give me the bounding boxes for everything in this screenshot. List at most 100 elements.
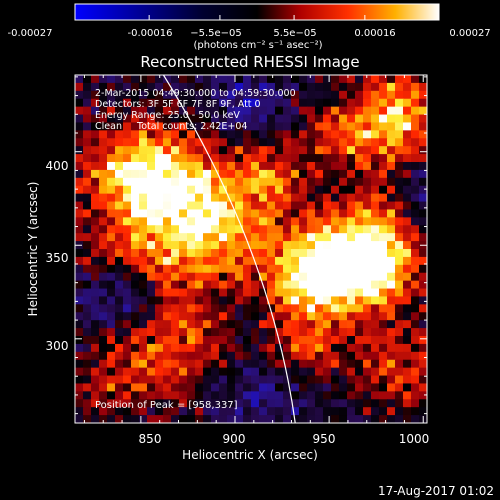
heatmap-cell [99, 359, 108, 369]
heatmap-cell [403, 367, 412, 377]
heatmap-cell [187, 272, 196, 282]
heatmap-cell [211, 106, 220, 116]
heatmap-cell [147, 288, 156, 298]
heatmap-cell [347, 264, 356, 274]
heatmap-cell [155, 407, 164, 416]
heatmap-cell [283, 90, 292, 100]
heatmap-cell [83, 415, 92, 423]
heatmap-cell [243, 312, 252, 321]
heatmap-cell [267, 169, 276, 179]
heatmap-cell [363, 320, 372, 329]
heatmap-cell [219, 320, 228, 329]
heatmap-cell [155, 343, 164, 353]
heatmap-cell [339, 280, 348, 290]
heatmap-cell [267, 217, 276, 226]
heatmap-cell [107, 343, 116, 353]
heatmap-cell [123, 233, 132, 242]
heatmap-cell [115, 177, 124, 187]
heatmap-cell [203, 415, 212, 423]
heatmap-cell [379, 114, 388, 124]
heatmap-cell [235, 375, 244, 385]
heatmap-cell [379, 249, 388, 258]
heatmap-cell [355, 391, 364, 400]
heatmap-cell [219, 185, 228, 195]
heatmap-cell [267, 399, 276, 408]
heatmap-cell [275, 343, 284, 353]
heatmap-cell [171, 241, 180, 250]
heatmap-cell [283, 336, 292, 345]
heatmap-cell [371, 256, 380, 266]
y-tick-label: 350 [46, 251, 69, 265]
heatmap-cell [395, 162, 404, 171]
heatmap-cell [163, 98, 172, 108]
heatmap-cell [99, 106, 108, 116]
heatmap-cell [91, 359, 100, 369]
heatmap-cell [387, 249, 396, 258]
heatmap-cell [227, 367, 236, 377]
heatmap-cell [203, 177, 212, 187]
heatmap-cell [179, 90, 188, 100]
heatmap-cell [323, 367, 332, 377]
heatmap-cell [419, 146, 427, 155]
heatmap-cell [179, 217, 188, 226]
heatmap-cell [163, 415, 172, 423]
heatmap-cell [251, 296, 260, 305]
heatmap-cell [227, 415, 236, 423]
heatmap-cell [219, 209, 228, 218]
heatmap-cell [387, 169, 396, 179]
heatmap-cell [299, 154, 308, 163]
heatmap-cell [395, 312, 404, 321]
heatmap-cell [411, 162, 420, 171]
heatmap-cell [91, 312, 100, 321]
heatmap-cell [131, 249, 140, 258]
heatmap-cell [411, 82, 420, 92]
heatmap-cell [227, 296, 236, 305]
heatmap-cell [251, 106, 260, 116]
heatmap-cell [291, 209, 300, 218]
heatmap-cell [379, 304, 388, 313]
heatmap-cell [395, 391, 404, 400]
heatmap-cell [107, 114, 116, 124]
heatmap-cell [363, 399, 372, 408]
heatmap-cell [227, 75, 236, 84]
heatmap-cell [179, 122, 188, 131]
heatmap-cell [323, 359, 332, 369]
heatmap-cell [155, 193, 164, 203]
heatmap-cell [211, 209, 220, 218]
heatmap-cell [307, 351, 316, 361]
heatmap-cell [331, 415, 340, 423]
heatmap-cell [355, 201, 364, 211]
heatmap-cell [163, 351, 172, 361]
heatmap-cell [243, 296, 252, 305]
heatmap-cell [115, 280, 124, 290]
heatmap-cell [339, 217, 348, 226]
heatmap-cell [395, 82, 404, 92]
heatmap-cell [259, 122, 268, 131]
heatmap-cell [131, 193, 140, 203]
heatmap-cell [227, 288, 236, 298]
heatmap-cell [131, 415, 140, 423]
heatmap-cell [331, 106, 340, 116]
heatmap-cell [339, 407, 348, 416]
heatmap-cell [235, 256, 244, 266]
heatmap-cell [107, 264, 116, 274]
heatmap-cell [187, 169, 196, 179]
heatmap-cell [139, 146, 148, 155]
heatmap-cell [211, 375, 220, 385]
heatmap-cell [291, 264, 300, 274]
annotation-time-range: 2-Mar-2015 04:49:30.000 to 04:59:30.000 [95, 88, 296, 99]
heatmap-cell [291, 114, 300, 124]
heatmap-cell [155, 225, 164, 234]
heatmap-cell [339, 415, 348, 423]
heatmap-cell [243, 177, 252, 187]
heatmap-cell [235, 351, 244, 361]
heatmap-cell [267, 82, 276, 92]
heatmap-cell [235, 138, 244, 147]
heatmap-cell [203, 288, 212, 298]
heatmap-cell [155, 336, 164, 345]
heatmap-cell [219, 130, 228, 139]
heatmap-cell [395, 209, 404, 218]
heatmap-cell [387, 415, 396, 423]
heatmap-cell [251, 82, 260, 92]
heatmap-cell [211, 320, 220, 329]
